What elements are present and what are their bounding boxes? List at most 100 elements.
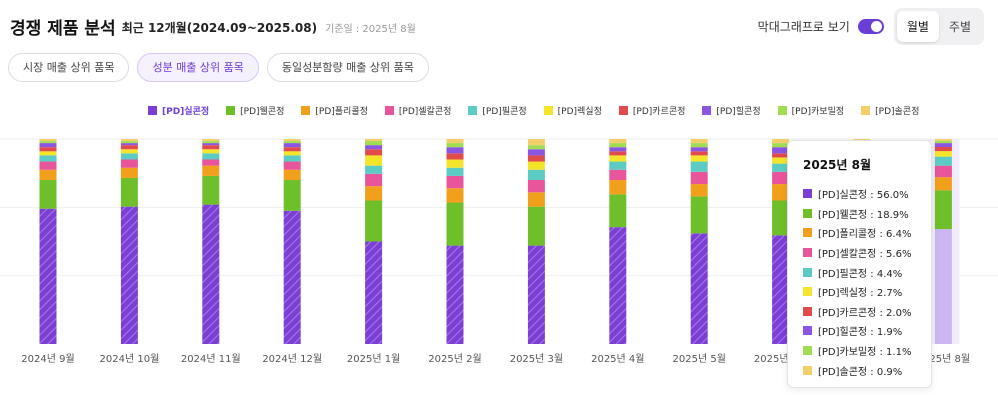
bar-segment[interactable]: [202, 145, 220, 150]
bar-segment[interactable]: [202, 165, 220, 176]
bar-segment[interactable]: [609, 180, 627, 195]
legend-item[interactable]: [PD]힐콘정: [702, 104, 761, 117]
bar-segment[interactable]: [690, 196, 708, 234]
monthly-button[interactable]: 월별: [896, 10, 939, 42]
bar-segment[interactable]: [120, 141, 138, 144]
bar-segment[interactable]: [39, 155, 57, 162]
bar-segment[interactable]: [527, 155, 545, 162]
bar-segment[interactable]: [934, 165, 952, 178]
bar-segment[interactable]: [527, 245, 545, 344]
bar-segment[interactable]: [934, 143, 952, 148]
bar-segment[interactable]: [365, 200, 383, 242]
bar-segment[interactable]: [120, 167, 138, 178]
bar-segment[interactable]: [446, 139, 464, 144]
tab-market-top[interactable]: 시장 매출 상위 품목: [8, 53, 130, 82]
bar-segment[interactable]: [365, 241, 383, 345]
bar-segment[interactable]: [283, 141, 301, 144]
bar-segment[interactable]: [690, 147, 708, 152]
bar-segment[interactable]: [609, 151, 627, 156]
legend-item[interactable]: [PD]필콘정: [468, 104, 527, 117]
bar-segment[interactable]: [365, 145, 383, 150]
bar-segment[interactable]: [120, 145, 138, 150]
bar-segment[interactable]: [39, 161, 57, 170]
bar-segment[interactable]: [120, 143, 138, 146]
bar-segment[interactable]: [772, 157, 790, 164]
bar-segment[interactable]: [527, 180, 545, 193]
bar-segment[interactable]: [934, 190, 952, 230]
bar-segment[interactable]: [39, 143, 57, 148]
bar-segment[interactable]: [39, 169, 57, 180]
bar-segment[interactable]: [934, 229, 952, 344]
bar-segment[interactable]: [39, 139, 57, 142]
bar-segment[interactable]: [690, 151, 708, 156]
legend-item[interactable]: [PD]솔콘정: [861, 104, 919, 117]
bar-segment[interactable]: [365, 141, 383, 146]
legend-item[interactable]: [PD]셀칼콘정: [384, 104, 451, 117]
bar-segment[interactable]: [120, 159, 138, 168]
bar-segment[interactable]: [934, 147, 952, 152]
bar-segment[interactable]: [202, 141, 220, 144]
bar-segment[interactable]: [39, 141, 57, 144]
bar-segment[interactable]: [772, 139, 790, 144]
bar-segment[interactable]: [39, 151, 57, 156]
bar-segment[interactable]: [283, 147, 301, 152]
legend-item[interactable]: [PD]렉실정: [543, 104, 602, 117]
bar-segment[interactable]: [446, 159, 464, 168]
bar-segment[interactable]: [527, 161, 545, 170]
legend-item[interactable]: [PD]웰콘정: [226, 104, 284, 117]
bar-segment[interactable]: [202, 143, 220, 146]
bar-segment[interactable]: [609, 147, 627, 152]
bar-segment[interactable]: [690, 155, 708, 162]
tab-ingredient-top[interactable]: 성분 매출 상위 품목: [137, 53, 259, 82]
bar-segment[interactable]: [446, 147, 464, 154]
bar-segment[interactable]: [527, 206, 545, 246]
bar-segment[interactable]: [120, 149, 138, 154]
bar-segment[interactable]: [283, 139, 301, 142]
bar-segment[interactable]: [39, 147, 57, 152]
bar-segment[interactable]: [283, 151, 301, 156]
bar-segment[interactable]: [609, 227, 627, 344]
bar-segment[interactable]: [772, 153, 790, 158]
bar-segment[interactable]: [283, 169, 301, 180]
bar-segment[interactable]: [609, 155, 627, 162]
bar-segment[interactable]: [365, 186, 383, 201]
legend-item[interactable]: [PD]실콘정: [148, 104, 209, 117]
bar-segment[interactable]: [39, 180, 57, 209]
bar-segment[interactable]: [446, 153, 464, 160]
bar-segment[interactable]: [202, 139, 220, 142]
bar-segment[interactable]: [446, 167, 464, 176]
bar-segment[interactable]: [690, 184, 708, 197]
bar-segment[interactable]: [690, 161, 708, 172]
bar-segment[interactable]: [120, 153, 138, 160]
bar-segment[interactable]: [283, 180, 301, 211]
bar-segment[interactable]: [120, 177, 138, 207]
bar-segment[interactable]: [772, 171, 790, 185]
bar-segment[interactable]: [934, 177, 952, 191]
bar-segment[interactable]: [690, 139, 708, 144]
bar-segment[interactable]: [527, 169, 545, 180]
bar-segment[interactable]: [609, 143, 627, 148]
bar-segment[interactable]: [527, 139, 545, 146]
bar-segment[interactable]: [120, 139, 138, 142]
bar-segment[interactable]: [527, 192, 545, 207]
bar-segment[interactable]: [772, 163, 790, 172]
bar-segment[interactable]: [365, 173, 383, 187]
bar-segment[interactable]: [527, 149, 545, 156]
bar-segment[interactable]: [609, 169, 627, 180]
bar-segment[interactable]: [283, 210, 301, 344]
bar-segment[interactable]: [609, 194, 627, 228]
bar-segment[interactable]: [365, 155, 383, 166]
bar-segment[interactable]: [446, 188, 464, 203]
bar-segment[interactable]: [934, 151, 952, 157]
bar-segment[interactable]: [772, 143, 790, 148]
bar-segment[interactable]: [690, 171, 708, 185]
bar-segment[interactable]: [202, 149, 220, 154]
bar-segment[interactable]: [446, 143, 464, 148]
bar-segment[interactable]: [609, 161, 627, 170]
legend-item[interactable]: [PD]카보밀정: [777, 104, 844, 117]
bar-segment[interactable]: [609, 139, 627, 144]
bar-segment[interactable]: [772, 200, 790, 236]
bar-segment[interactable]: [202, 159, 220, 166]
bar-segment[interactable]: [446, 245, 464, 344]
bar-graph-toggle[interactable]: [857, 18, 884, 34]
